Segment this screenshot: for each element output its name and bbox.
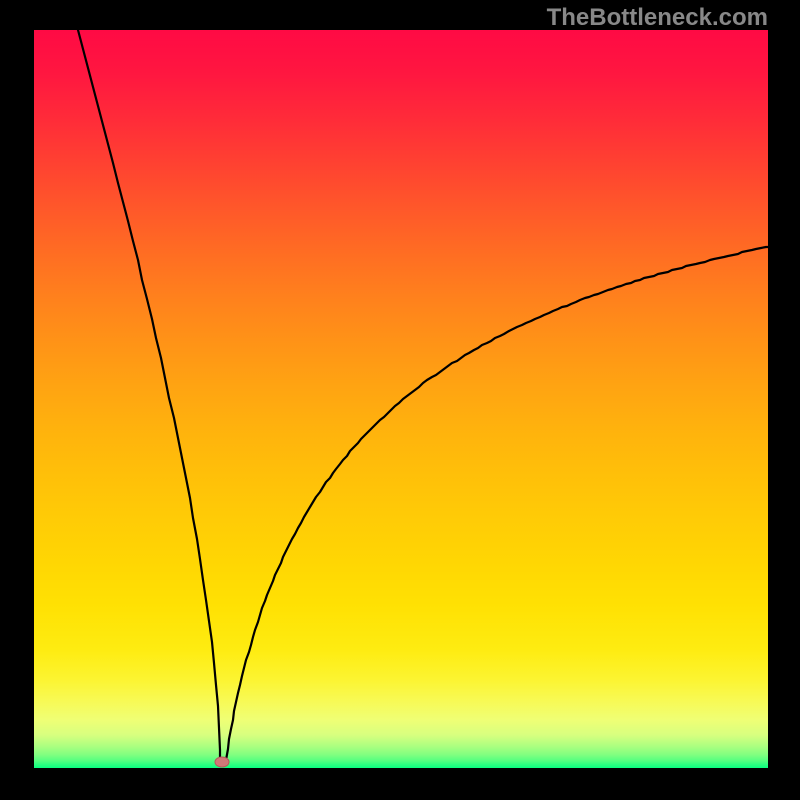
bottleneck-curve bbox=[78, 30, 768, 765]
bottleneck-curve-layer bbox=[0, 0, 800, 800]
plot-area bbox=[34, 30, 768, 768]
chart-container: TheBottleneck.com bbox=[0, 0, 800, 800]
watermark-text: TheBottleneck.com bbox=[547, 4, 768, 32]
curve-min-marker bbox=[215, 757, 229, 767]
